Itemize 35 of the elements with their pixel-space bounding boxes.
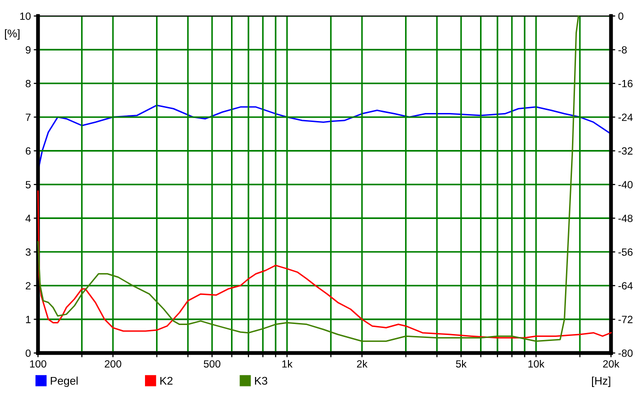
x-tick-label: 10k — [528, 360, 544, 368]
y-tick-label: 5 — [26, 181, 31, 188]
y-tick-label: 1 — [26, 316, 31, 324]
y-tick-label: 9 — [26, 46, 31, 54]
x-tick-label: 100 — [30, 360, 46, 368]
y2-tick-label: -56 — [618, 248, 633, 256]
y2-tick-label: -48 — [618, 214, 633, 222]
x-tick-label: 200 — [104, 360, 122, 368]
y-tick-label: 10 — [20, 12, 31, 20]
x-tick-label: 1k — [282, 360, 293, 368]
y-tick-label: 6 — [26, 147, 31, 155]
y-axis-title: [%] — [4, 29, 20, 40]
y2-tick-label: -32 — [618, 147, 632, 155]
y-tick-label: 3 — [26, 248, 31, 256]
y2-tick-label: 0 — [618, 12, 624, 20]
y-tick-label: 4 — [26, 214, 31, 222]
y2-tick-label: -40 — [618, 181, 633, 188]
legend-label: K2 — [160, 376, 172, 385]
x-axis-title: [Hz] — [592, 376, 610, 387]
y2-tick-label: -72 — [618, 316, 632, 324]
x-tick-label: 5k — [456, 360, 467, 368]
x-tick-label: 20k — [603, 360, 620, 368]
y2-tick-label: -24 — [618, 114, 633, 121]
y2-tick-label: -80 — [618, 350, 633, 357]
y-tick-label: 2 — [26, 282, 31, 290]
legend-label: Pegel — [50, 376, 78, 387]
legend-label: K3 — [255, 376, 268, 385]
y-tick-label: 8 — [26, 80, 31, 88]
x-tick-label: 2k — [357, 360, 368, 368]
y2-tick-label: -16 — [618, 80, 633, 88]
y-tick-label: 7 — [26, 114, 31, 121]
y2-tick-label: -8 — [618, 46, 627, 54]
x-tick-label: 500 — [204, 360, 220, 368]
y2-tick-label: -64 — [618, 282, 633, 290]
y-tick-label: 0 — [26, 350, 31, 357]
